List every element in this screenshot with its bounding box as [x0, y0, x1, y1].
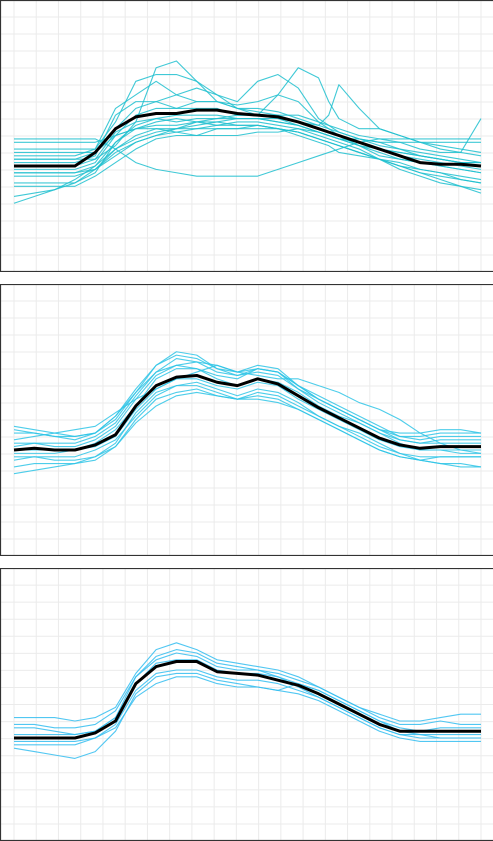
series-line [13, 357, 481, 448]
series-line [13, 351, 482, 437]
mean-line [14, 108, 482, 168]
series-line [14, 118, 482, 184]
mean-line [13, 373, 481, 452]
series-line [13, 381, 482, 468]
series-line [13, 391, 481, 475]
series-line [14, 669, 481, 746]
series-line [14, 114, 482, 167]
chart-panel-2 [0, 284, 493, 556]
panel-frame [0, 284, 493, 556]
chart-panel-1 [0, 0, 493, 272]
chart-1-svg [0, 0, 493, 272]
series-line [14, 138, 481, 177]
series-line [14, 385, 481, 458]
panel-frame [0, 0, 493, 272]
chart-panel-3 [0, 568, 493, 841]
grid-lines [0, 0, 493, 272]
series-line [13, 364, 482, 454]
grid-lines [0, 568, 493, 841]
grid-lines [0, 284, 493, 556]
series-line [13, 672, 481, 759]
series-line [14, 73, 481, 164]
series-line [13, 354, 481, 441]
series-line [14, 114, 482, 174]
series-line [14, 642, 481, 722]
mean-line [14, 660, 481, 740]
series-line [14, 652, 481, 729]
chart-3-svg [0, 568, 493, 841]
series-line [14, 118, 482, 170]
chart-2-svg [0, 284, 493, 556]
series-line [14, 378, 481, 451]
